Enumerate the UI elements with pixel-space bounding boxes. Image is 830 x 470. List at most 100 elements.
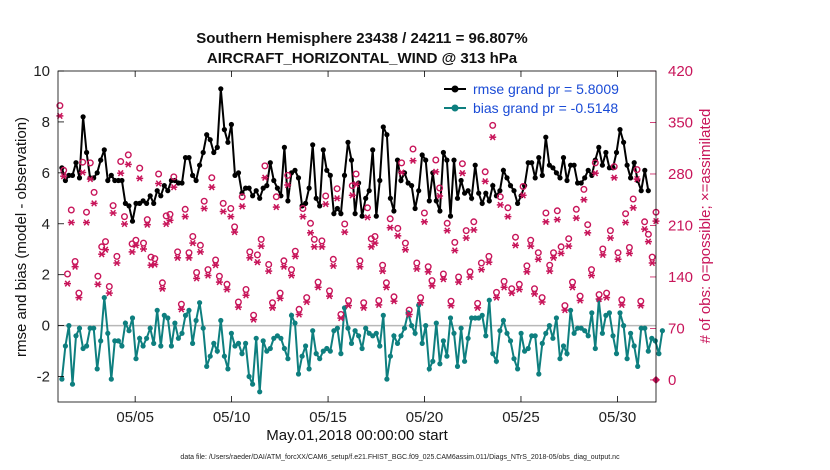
possible-obs-point: [439, 270, 447, 278]
bias-point: [338, 351, 344, 357]
bias-point: [659, 328, 666, 334]
assimilated-obs-point: [185, 254, 193, 262]
assimilated-obs-point: [158, 285, 166, 292]
bias-point: [147, 325, 153, 331]
assimilated-obs-point: [166, 217, 174, 224]
possible-obs-point: [219, 199, 227, 207]
possible-obs-point: [595, 291, 603, 299]
footer-data-file: data file: /Users/raeder/DAI/ATM_forcXX/…: [180, 454, 620, 461]
possible-obs-point: [455, 273, 463, 281]
rmse-point: [550, 165, 556, 171]
possible-obs-point: [231, 223, 239, 231]
assimilated-obs-point: [542, 218, 550, 226]
rmse-point: [515, 200, 521, 206]
bias-point: [207, 353, 213, 359]
plot-frame: [57, 70, 657, 403]
bias-point: [288, 312, 295, 318]
assimilated-obs-point: [629, 204, 637, 212]
chart-subtitle: AIRCRAFT_HORIZONTAL_WIND @ 313 hPa: [207, 50, 518, 67]
assimilated-obs-point: [155, 180, 163, 187]
rmse-point: [94, 170, 100, 176]
assimilated-obs-point: [644, 238, 652, 245]
possible-obs-point: [272, 193, 280, 201]
y-tick-label: 2: [42, 267, 50, 284]
possible-obs-point: [569, 278, 577, 286]
rmse-point: [285, 198, 291, 204]
possible-obs-point: [90, 188, 98, 196]
bias-point: [412, 330, 418, 336]
bias-point: [66, 323, 72, 329]
rmse-point: [645, 188, 651, 194]
bias-point: [197, 300, 203, 306]
rmse-point: [66, 172, 72, 178]
possible-obs-point: [318, 237, 326, 245]
rmse-point: [76, 175, 83, 181]
assimilated-obs-point: [269, 304, 276, 312]
bias-point: [190, 340, 196, 346]
bias-point: [437, 361, 443, 367]
rmse-point: [575, 180, 581, 186]
possible-obs-point: [409, 145, 417, 153]
possible-obs-point: [531, 285, 539, 293]
possible-obs-point: [303, 294, 311, 302]
possible-obs-point: [276, 289, 284, 297]
assimilated-obs-point: [481, 178, 489, 185]
rmse-point: [147, 193, 153, 199]
possible-obs-point: [515, 280, 523, 288]
bias-point: [645, 348, 651, 354]
legend-bias-label: bias grand pr = -0.5148: [473, 100, 618, 116]
rmse-point: [507, 183, 514, 189]
rmse-point: [197, 162, 203, 168]
possible-obs-point: [136, 164, 144, 172]
bias-point: [575, 325, 581, 331]
bias-point: [228, 330, 234, 336]
possible-obs-point: [341, 220, 349, 228]
bias-point: [564, 351, 570, 357]
rmse-point: [426, 198, 432, 204]
assimilated-obs-point: [189, 239, 197, 247]
possible-obs-point: [345, 297, 353, 305]
possible-obs-point: [470, 218, 478, 226]
possible-obs-point: [413, 259, 421, 267]
possible-obs-point: [466, 268, 474, 276]
possible-obs-point: [648, 253, 656, 261]
possible-obs-point: [371, 232, 379, 240]
possible-obs-point: [591, 159, 599, 167]
bias-point: [560, 343, 567, 349]
assimilated-obs-point: [280, 263, 288, 270]
assimilated-obs-point: [208, 183, 216, 191]
rmse-point: [84, 149, 90, 156]
bias-point: [444, 353, 450, 359]
assimilated-obs-point: [622, 219, 630, 226]
assimilated-obs-point: [223, 286, 231, 293]
possible-obs-point: [162, 212, 170, 220]
bias-point: [218, 317, 224, 324]
bias-point: [458, 325, 464, 331]
rmse-point: [384, 132, 390, 138]
assimilated-obs-point: [303, 298, 311, 306]
rmse-point: [578, 180, 584, 186]
y-tick-label-right: 0: [668, 372, 676, 389]
assimilated-obs-point: [64, 280, 71, 287]
bias-point: [327, 348, 333, 354]
assimilated-obs-point: [595, 295, 603, 303]
bias-point: [348, 340, 355, 346]
assimilated-obs-point: [174, 254, 182, 262]
possible-obs-point: [193, 269, 201, 277]
bias-point: [635, 363, 641, 369]
assimilated-obs-point: [196, 248, 204, 256]
bias-point: [204, 363, 210, 369]
rmse-point: [101, 147, 107, 153]
rmse-point: [303, 200, 309, 206]
possible-obs-point: [212, 256, 220, 264]
assimilated-obs-point: [109, 209, 117, 217]
y-axis-label-right: # of obs: o=possible; ×=assimilated: [697, 109, 714, 344]
possible-obs-point: [405, 306, 413, 314]
bias-point: [638, 325, 644, 331]
bias-point: [214, 348, 220, 354]
possible-obs-point: [307, 219, 315, 227]
bias-point: [105, 330, 111, 336]
assimilated-obs-point: [288, 272, 295, 279]
possible-obs-point: [261, 162, 269, 170]
bias-point: [553, 315, 560, 321]
